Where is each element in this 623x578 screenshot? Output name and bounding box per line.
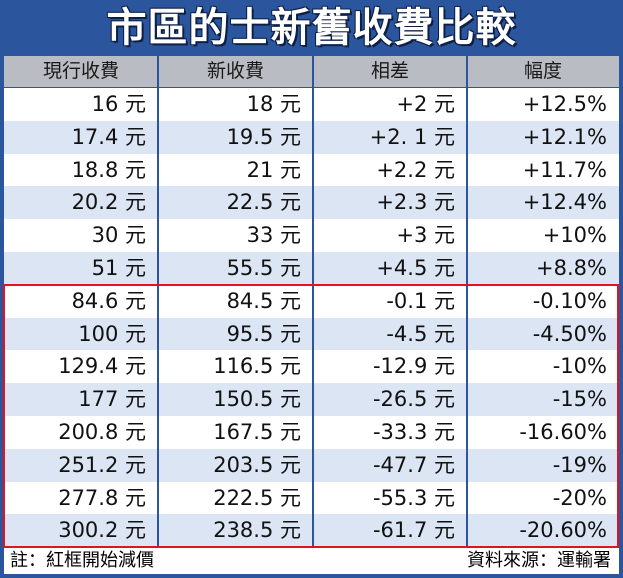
cell: +2 元 — [396, 92, 455, 116]
cell: -15% — [552, 387, 607, 412]
highlight-frame — [3, 283, 619, 549]
cell: +8.8% — [536, 256, 607, 280]
cell: 20.2 元 — [71, 190, 146, 215]
cell: 167.5 元 — [213, 420, 301, 444]
row-background — [4, 416, 619, 449]
row-background — [4, 252, 619, 285]
cell: +2.3 元 — [376, 190, 455, 215]
cell: 22.5 元 — [226, 190, 301, 215]
cell: 150.5 元 — [213, 387, 301, 412]
cell: 129.4 元 — [58, 354, 146, 379]
cell: 116.5 元 — [213, 354, 301, 379]
cell: +12.4% — [522, 190, 607, 215]
cell: 222.5 元 — [213, 485, 301, 510]
cell: +2.2 元 — [376, 157, 455, 182]
row-background — [4, 284, 619, 318]
row-background — [4, 514, 619, 548]
column-divider — [157, 56, 159, 548]
cell: -12.9 元 — [372, 354, 455, 379]
row-background — [4, 186, 619, 220]
cell: -19% — [552, 452, 607, 477]
cell: 18.8 元 — [71, 157, 146, 182]
cell: -61.7 元 — [372, 518, 455, 543]
cell: +12.5% — [522, 92, 607, 116]
cell: 95.5 元 — [226, 321, 301, 346]
row-background — [4, 153, 619, 187]
cell: 200.8 元 — [58, 420, 146, 444]
cell: -0.10% — [532, 288, 607, 313]
row-background — [4, 383, 619, 416]
cell: 238.5 元 — [213, 518, 301, 543]
cell: -0.1 元 — [386, 288, 455, 313]
footer-note: 註：紅框開始減價 — [10, 550, 154, 571]
title: 市區的士新舊收費比較 — [106, 5, 517, 51]
column-divider — [466, 56, 468, 548]
cell: 21 元 — [246, 157, 301, 182]
cell: 51 元 — [91, 256, 146, 280]
cell: -26.5 元 — [372, 387, 455, 412]
cell: -4.50% — [532, 321, 607, 346]
cell: 18 元 — [246, 92, 301, 116]
cell: 277.8 元 — [58, 485, 146, 510]
cell: 19.5 元 — [226, 124, 301, 149]
header-cell: 相差 — [313, 56, 467, 87]
header-cell: 新收費 — [158, 56, 313, 87]
cell: -20.60% — [519, 518, 607, 543]
row-background — [4, 219, 619, 252]
cell: -10% — [552, 354, 607, 379]
row-background — [4, 120, 619, 154]
cell: +2. 1 元 — [369, 124, 455, 149]
row-background — [4, 88, 619, 121]
cell: -4.5 元 — [386, 321, 455, 346]
cell: 177 元 — [78, 387, 146, 412]
cell: -33.3 元 — [372, 420, 455, 444]
cell: -47.7 元 — [372, 452, 455, 477]
cell: 300.2 元 — [58, 518, 146, 543]
footer: 註：紅框開始減價 資料來源：運輸署 — [4, 547, 619, 574]
cell: 100 元 — [78, 321, 146, 346]
cell: 30 元 — [91, 223, 146, 248]
cell: 33 元 — [246, 223, 301, 248]
row-background — [4, 350, 619, 384]
cell: 251.2 元 — [58, 452, 146, 477]
header-cell: 幅度 — [467, 56, 619, 87]
cell: +12.1% — [522, 124, 607, 149]
cell: 16 元 — [91, 92, 146, 116]
cell: -55.3 元 — [372, 485, 455, 510]
cell: +11.7% — [522, 157, 607, 182]
column-divider — [312, 56, 314, 548]
cell: 17.4 元 — [71, 124, 146, 149]
cell: 84.6 元 — [71, 288, 146, 313]
cell: 55.5 元 — [226, 256, 301, 280]
cell: +10% — [542, 223, 607, 248]
cell: +3 元 — [396, 223, 455, 248]
cell: +4.5 元 — [376, 256, 455, 280]
row-background — [4, 317, 619, 351]
header-cell: 現行收費 — [4, 56, 158, 87]
row-background — [4, 481, 619, 515]
row-background — [4, 448, 619, 482]
footer-source: 資料來源：運輸署 — [467, 550, 611, 571]
cell: -20% — [552, 485, 607, 510]
cell: -16.60% — [519, 420, 607, 444]
cell: 203.5 元 — [213, 452, 301, 477]
cell: 84.5 元 — [226, 288, 301, 313]
